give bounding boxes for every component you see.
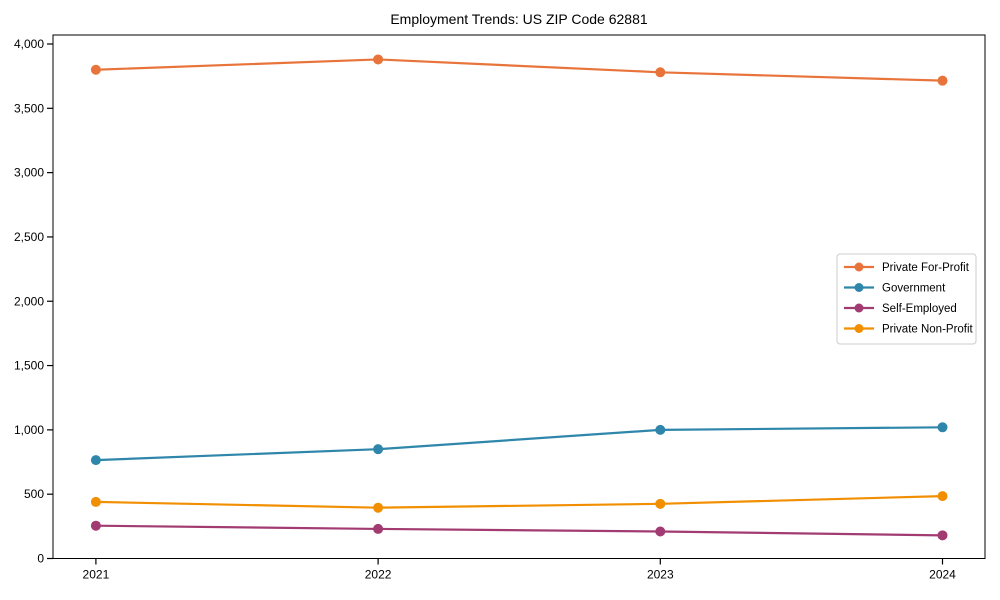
data-point-government-2024 <box>937 422 948 433</box>
data-point-private-non-profit-2023 <box>655 498 666 509</box>
data-point-private-for-profit-2023 <box>655 67 666 78</box>
data-point-private-for-profit-2024 <box>937 75 948 86</box>
data-point-government-2021 <box>90 455 101 466</box>
data-point-private-non-profit-2024 <box>937 491 948 502</box>
y-tick-label: 1,500 <box>14 359 44 373</box>
series-line-government <box>94 426 944 462</box>
x-tick-label: 2022 <box>365 568 392 582</box>
series-line-private-non-profit <box>94 495 944 509</box>
y-tick-label: 2,000 <box>14 294 44 308</box>
series-private-non-profit <box>90 491 948 513</box>
y-tick-label: 4,000 <box>14 37 44 51</box>
legend-label: Private Non-Profit <box>882 324 974 336</box>
y-tick-label: 1,000 <box>14 423 44 437</box>
data-point-private-non-profit-2022 <box>373 502 384 513</box>
y-tick-label: 3,500 <box>14 101 44 115</box>
x-tick-label: 2023 <box>647 568 674 582</box>
series-private-for-profit <box>90 54 948 86</box>
series-self-employed <box>90 520 948 541</box>
series-line-self-employed <box>94 524 944 537</box>
y-tick-label: 0 <box>37 552 44 566</box>
data-point-private-for-profit-2022 <box>373 54 384 65</box>
legend-item-self-employed: Self-Employed <box>844 303 957 315</box>
x-tick-label: 2024 <box>929 568 956 582</box>
data-point-self-employed-2023 <box>655 526 666 537</box>
series-line-private-for-profit <box>94 58 944 82</box>
y-tick-label: 3,000 <box>14 166 44 180</box>
chart-title: Employment Trends: US ZIP Code 62881 <box>390 11 648 27</box>
data-point-self-employed-2022 <box>373 523 384 534</box>
series-layer <box>90 54 948 541</box>
legend-item-private-non-profit: Private Non-Profit <box>844 324 974 336</box>
legend-label: Government <box>882 283 946 295</box>
axes-spines <box>52 34 986 559</box>
legend-item-private-for-profit: Private For-Profit <box>844 262 970 274</box>
data-point-private-non-profit-2021 <box>90 496 101 507</box>
legend-marker-icon <box>854 324 864 333</box>
legend-marker-icon <box>854 303 864 313</box>
data-point-government-2022 <box>373 444 384 455</box>
legend-marker-icon <box>854 262 864 272</box>
series-government <box>90 422 948 466</box>
y-tick-label: 500 <box>24 487 44 501</box>
data-point-self-employed-2021 <box>90 520 101 531</box>
legend-box <box>836 253 977 345</box>
legend-marker-icon <box>854 283 864 292</box>
legend: Private For-Profit Government Self-Employe… <box>836 253 977 345</box>
y-tick-label: 2,500 <box>14 230 44 244</box>
x-tick-label: 2021 <box>83 568 110 582</box>
data-point-self-employed-2024 <box>937 530 948 541</box>
data-point-private-for-profit-2021 <box>90 64 101 75</box>
legend-label: Self-Employed <box>882 303 957 315</box>
legend-item-government: Government <box>844 283 946 295</box>
legend-label: Private For-Profit <box>882 262 970 274</box>
plot-area: 0 500 1,000 1,500 2,000 2,500 3,000 3,500 4,000 2… <box>14 34 986 582</box>
data-point-government-2023 <box>655 424 666 435</box>
